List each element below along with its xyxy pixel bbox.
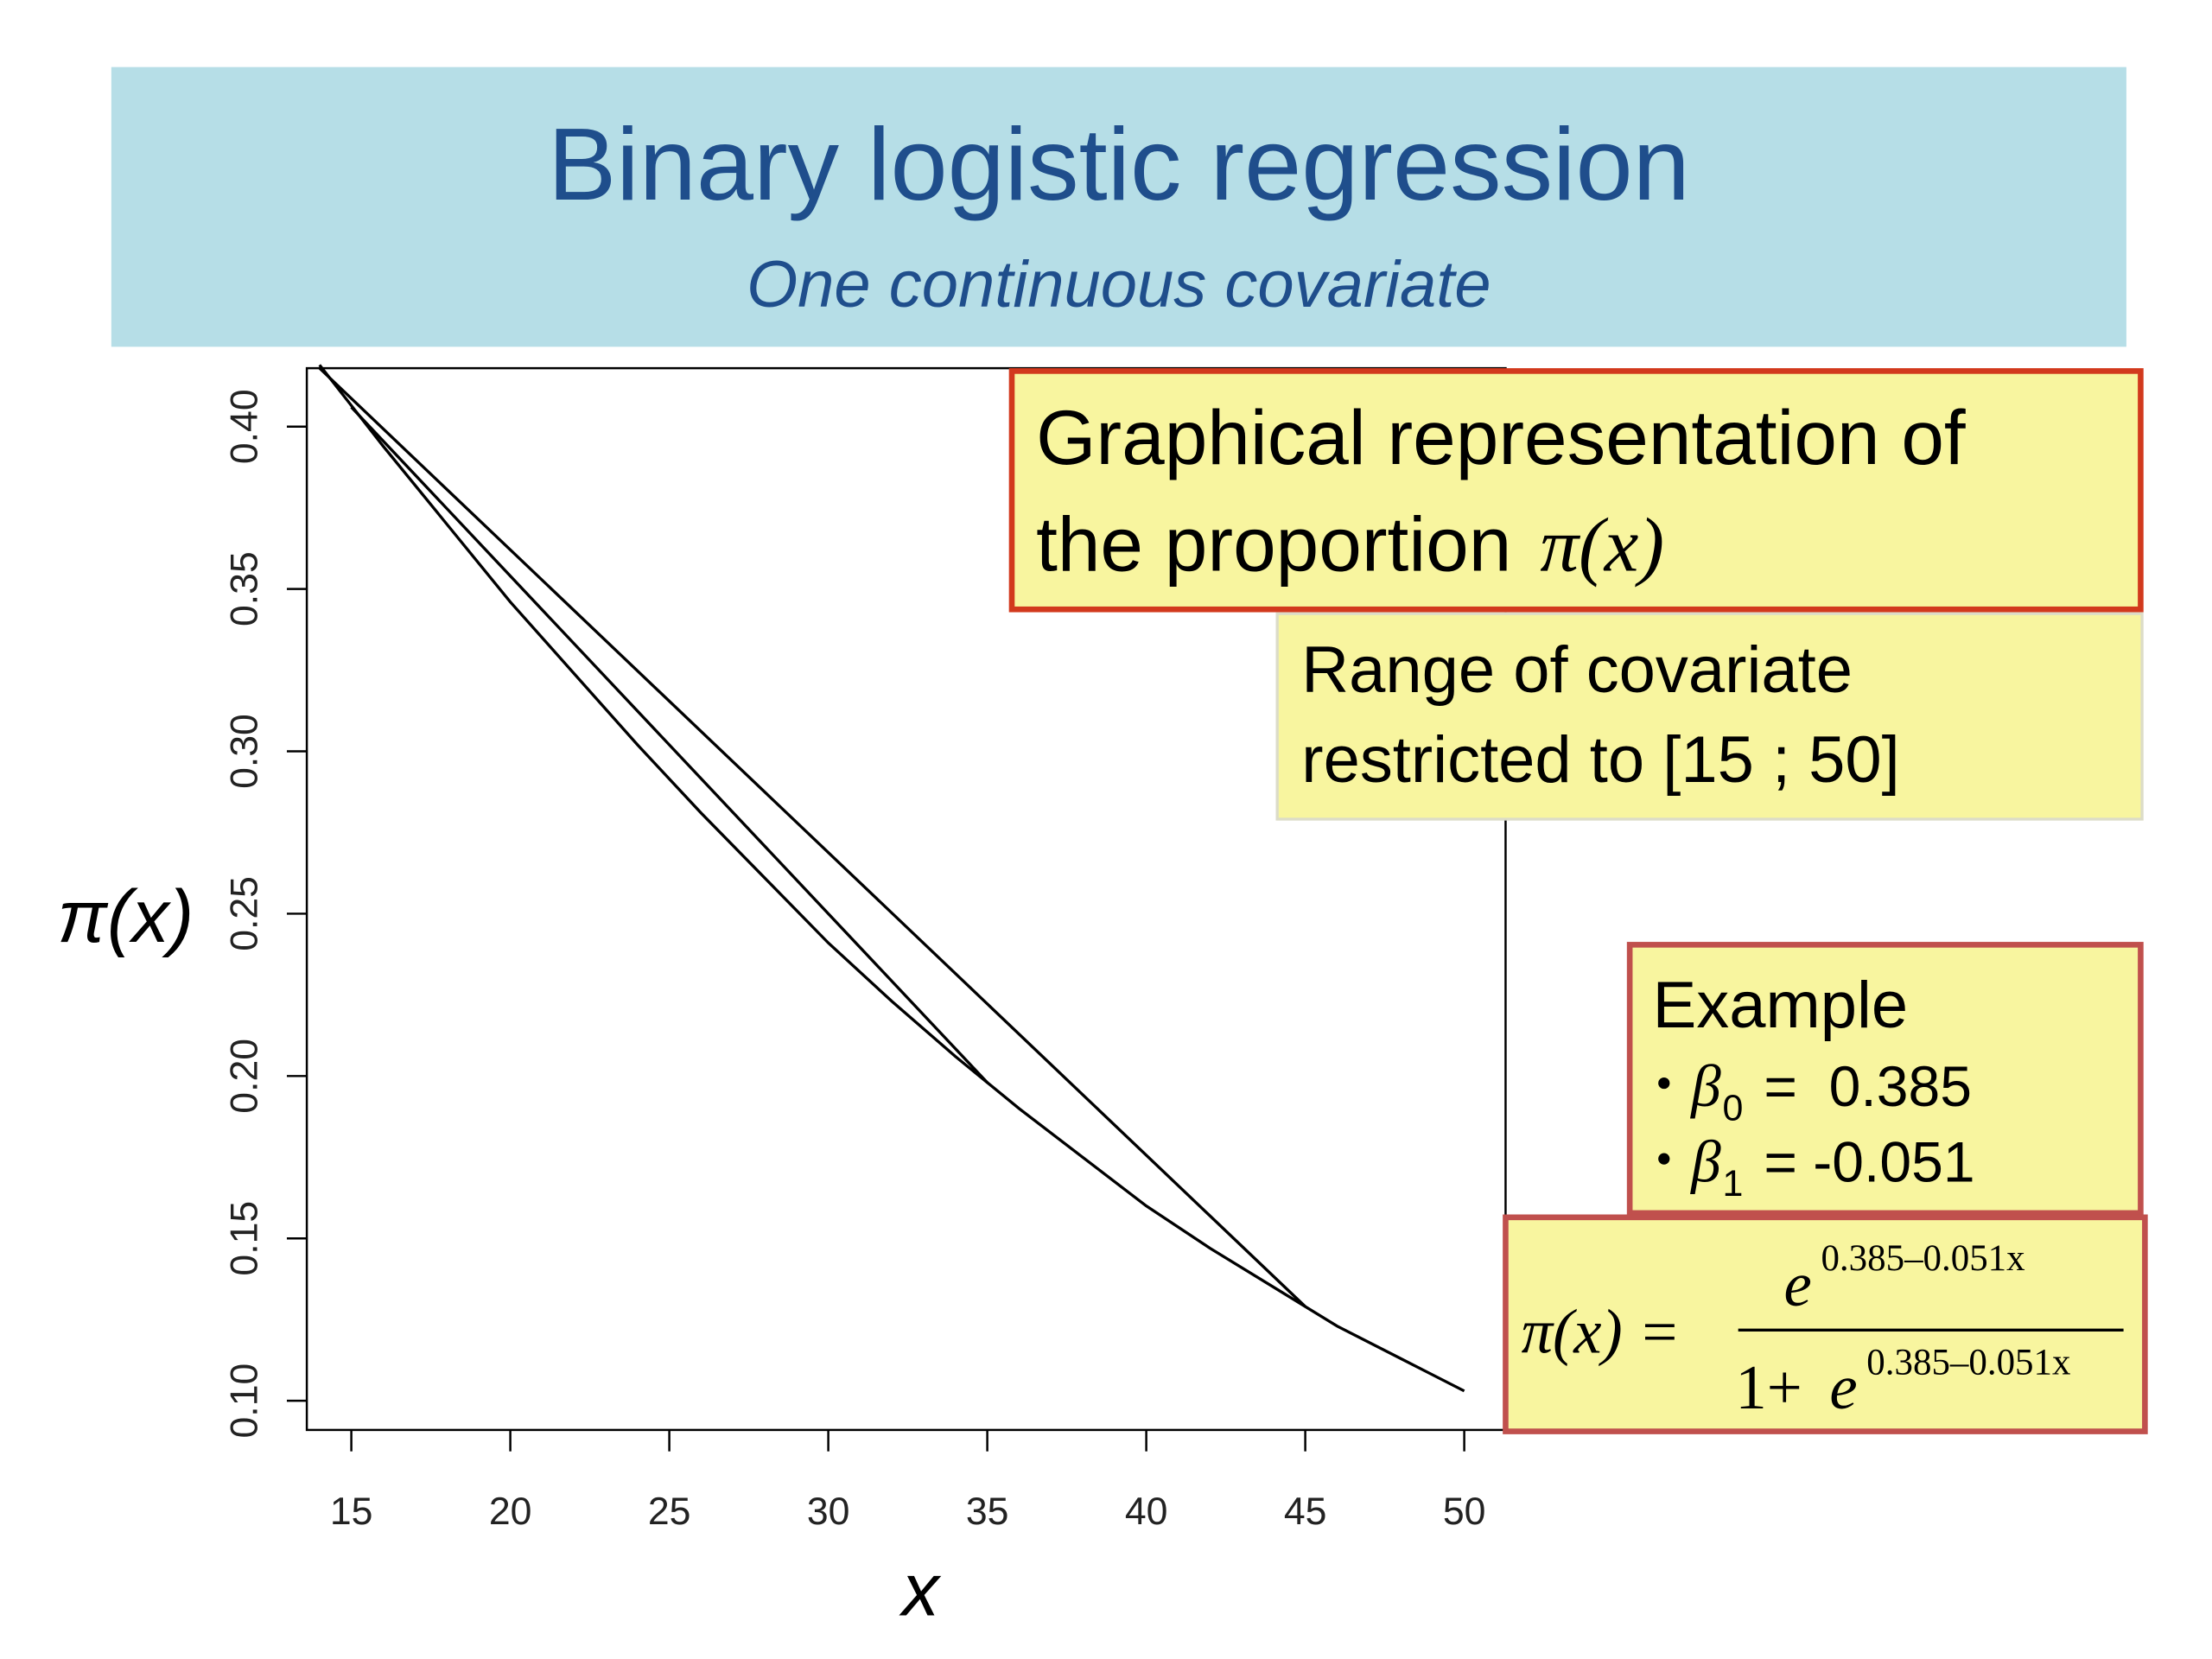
bullet bbox=[1658, 1153, 1670, 1165]
heading-text: the proportion bbox=[1036, 501, 1511, 588]
y-tick-label: 0.40 bbox=[223, 389, 265, 464]
y-tick-label: 0.25 bbox=[223, 876, 265, 951]
heading-box bbox=[1008, 368, 2144, 613]
range-line: restricted to [15 ; 50] bbox=[1301, 723, 1900, 797]
example-heading: Example bbox=[1653, 969, 1909, 1042]
series-line bbox=[318, 366, 1306, 1308]
x-tick-label: 50 bbox=[1443, 1491, 1486, 1533]
x-tick-label: 25 bbox=[648, 1491, 691, 1533]
beta-subscript: 1 bbox=[1722, 1163, 1743, 1205]
x-tick-label: 40 bbox=[1125, 1491, 1168, 1533]
callouts: Graphical representation of the proporti… bbox=[1008, 368, 2148, 1434]
beta-value: = 0.385 bbox=[1764, 1054, 1972, 1118]
formula-base: e bbox=[1829, 1352, 1857, 1422]
plot: 0.10 0.15 0.20 0.25 0.30 0.35 0.40 15 20 25 30 35 40… bbox=[58, 364, 1507, 1632]
heading-line: the proportion π(x) bbox=[1036, 501, 1664, 588]
y-tick-label: 0.10 bbox=[223, 1363, 265, 1439]
heading-line: Graphical representation of bbox=[1036, 394, 1966, 480]
series-line bbox=[318, 364, 1465, 1393]
series-line bbox=[350, 406, 988, 1084]
plot-frame bbox=[305, 366, 1507, 1432]
range-line: Range of covariate bbox=[1301, 633, 1853, 707]
range-box bbox=[1275, 612, 2144, 821]
y-tick-label: 0.30 bbox=[223, 714, 265, 789]
formula-prefix: 1+ bbox=[1735, 1352, 1802, 1422]
heading-symbol: π(x) bbox=[1540, 504, 1664, 588]
x-tick-label: 30 bbox=[807, 1491, 850, 1533]
bullet bbox=[1658, 1077, 1670, 1090]
y-tick-label: 0.15 bbox=[223, 1201, 265, 1276]
example-box bbox=[1626, 942, 2144, 1217]
slide-title: Binary logistic regression bbox=[548, 107, 1690, 222]
beta-symbol: β bbox=[1689, 1053, 1721, 1120]
formula-base: e bbox=[1784, 1249, 1812, 1319]
beta-symbol: β bbox=[1689, 1129, 1721, 1196]
y-tick-label: 0.20 bbox=[223, 1039, 265, 1114]
x-tick-label: 20 bbox=[489, 1491, 532, 1533]
x-tick-label: 15 bbox=[330, 1491, 373, 1533]
x-axis-label: x bbox=[899, 1549, 942, 1632]
x-tick-label: 45 bbox=[1284, 1491, 1327, 1533]
slide-subtitle: One continuous covariate bbox=[747, 248, 1491, 321]
x-tick-label: 35 bbox=[966, 1491, 1009, 1533]
title-band bbox=[111, 67, 2126, 347]
formula-box bbox=[1503, 1214, 2148, 1434]
formula-exponent: 0.385–0.051x bbox=[1821, 1238, 2024, 1279]
formula-exponent: 0.385–0.051x bbox=[1866, 1343, 2070, 1383]
beta-value: = -0.051 bbox=[1764, 1130, 1974, 1194]
y-axis-label: π(x) bbox=[58, 875, 194, 958]
y-tick-label: 0.35 bbox=[223, 551, 265, 626]
beta-subscript: 0 bbox=[1722, 1088, 1743, 1129]
formula-lhs: π(x) = bbox=[1522, 1297, 1681, 1367]
